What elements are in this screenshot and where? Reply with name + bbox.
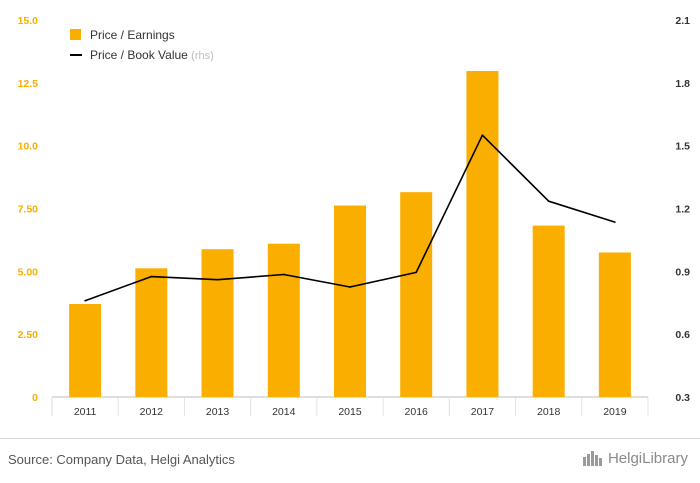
bar-price-earnings — [334, 205, 366, 397]
y-right-tick-label: 2.1 — [675, 15, 690, 27]
y-right-tick-label: 1.8 — [675, 78, 690, 90]
bar-price-earnings — [400, 192, 433, 397]
y-right-tick-label: 1.5 — [675, 141, 690, 153]
point-price-book-value — [614, 221, 616, 223]
y-left-tick-label: 10.0 — [18, 141, 39, 153]
legend-label-price-book-value: Price / Book Value (rhs) — [90, 48, 214, 62]
y-left-tick-label: 15.0 — [18, 15, 39, 27]
point-price-book-value — [481, 134, 484, 136]
x-tick-label: 2019 — [603, 406, 627, 418]
legend-rhs-suffix: (rhs) — [191, 50, 214, 62]
footer: Source: Company Data, Helgi Analytics He… — [0, 438, 700, 483]
point-price-book-value — [282, 273, 285, 276]
x-tick-label: 2016 — [405, 406, 429, 418]
y-left-tick-label: 12.5 — [18, 78, 39, 90]
x-tick-label: 2011 — [74, 406, 97, 418]
x-tick-label: 2015 — [338, 406, 362, 418]
point-price-book-value — [547, 200, 550, 202]
y-right-tick-label: 1.2 — [675, 204, 690, 216]
legend-swatch-price-earnings — [70, 29, 81, 40]
y-right-tick-label: 0.9 — [675, 266, 690, 278]
point-price-book-value — [216, 278, 219, 281]
chart-svg: 0 2.50 5.00 7.50 10.0 12.5 15.0 0.3 0.6 0.9 1.2 1.5… — [18, 15, 691, 418]
helgi-library-logo-icon — [582, 451, 602, 466]
bar-price-earnings — [267, 243, 300, 397]
brand-name: HelgiLibrary — [607, 449, 688, 467]
bar-price-earnings — [135, 268, 168, 397]
y-right-tick-label: 0.3 — [675, 392, 690, 404]
y-left-tick-label: 2.50 — [18, 329, 39, 341]
bar-price-earnings — [598, 252, 631, 397]
point-price-book-value — [415, 271, 418, 274]
brand-logo[interactable]: HelgiLibrary — [582, 449, 688, 467]
x-tick-label: 2013 — [206, 406, 230, 418]
point-price-book-value — [349, 286, 351, 288]
x-tick-label: 2012 — [140, 406, 164, 418]
y-right-tick-label: 0.6 — [675, 329, 690, 341]
bar-price-earnings — [201, 249, 234, 397]
x-tick-label: 2018 — [537, 406, 561, 418]
x-tick-label: 2014 — [272, 406, 296, 418]
source-note: Source: Company Data, Helgi Analytics — [8, 452, 235, 467]
legend-label-price-earnings: Price / Earnings — [90, 28, 175, 42]
y-left-tick-label: 5.00 — [18, 266, 39, 278]
bar-price-earnings — [466, 71, 499, 398]
point-price-book-value — [150, 275, 153, 278]
point-price-book-value — [84, 299, 86, 302]
bar-price-earnings — [532, 225, 565, 397]
bar-price-earnings — [69, 304, 102, 397]
y-left-tick-label: 7.50 — [18, 204, 39, 216]
x-tick-label: 2017 — [471, 406, 495, 418]
y-left-tick-label: 0 — [32, 392, 38, 404]
